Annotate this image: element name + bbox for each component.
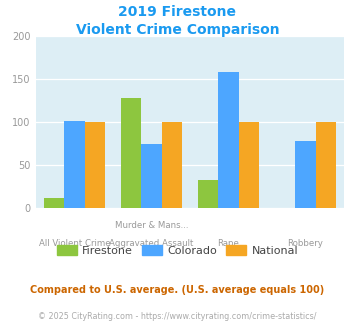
Bar [162, 122, 182, 208]
Bar [85, 122, 105, 208]
Text: Compared to U.S. average. (U.S. average equals 100): Compared to U.S. average. (U.S. average … [31, 285, 324, 295]
Bar [64, 121, 85, 208]
Legend: Firestone, Colorado, National: Firestone, Colorado, National [52, 241, 303, 260]
Text: Robbery: Robbery [288, 239, 323, 248]
Text: Aggravated Assault: Aggravated Assault [109, 239, 193, 248]
Text: 2019 Firestone: 2019 Firestone [119, 5, 236, 19]
Text: Violent Crime Comparison: Violent Crime Comparison [76, 23, 279, 37]
Bar [141, 144, 162, 208]
Bar [239, 122, 259, 208]
Bar [121, 98, 141, 208]
Text: Murder & Mans...: Murder & Mans... [115, 221, 188, 230]
Bar [316, 122, 336, 208]
Text: All Violent Crime: All Violent Crime [39, 239, 110, 248]
Bar [44, 198, 64, 208]
Text: © 2025 CityRating.com - https://www.cityrating.com/crime-statistics/: © 2025 CityRating.com - https://www.city… [38, 312, 317, 321]
Bar [295, 141, 316, 208]
Bar [198, 181, 218, 208]
Bar [218, 72, 239, 208]
Text: Rape: Rape [218, 239, 239, 248]
